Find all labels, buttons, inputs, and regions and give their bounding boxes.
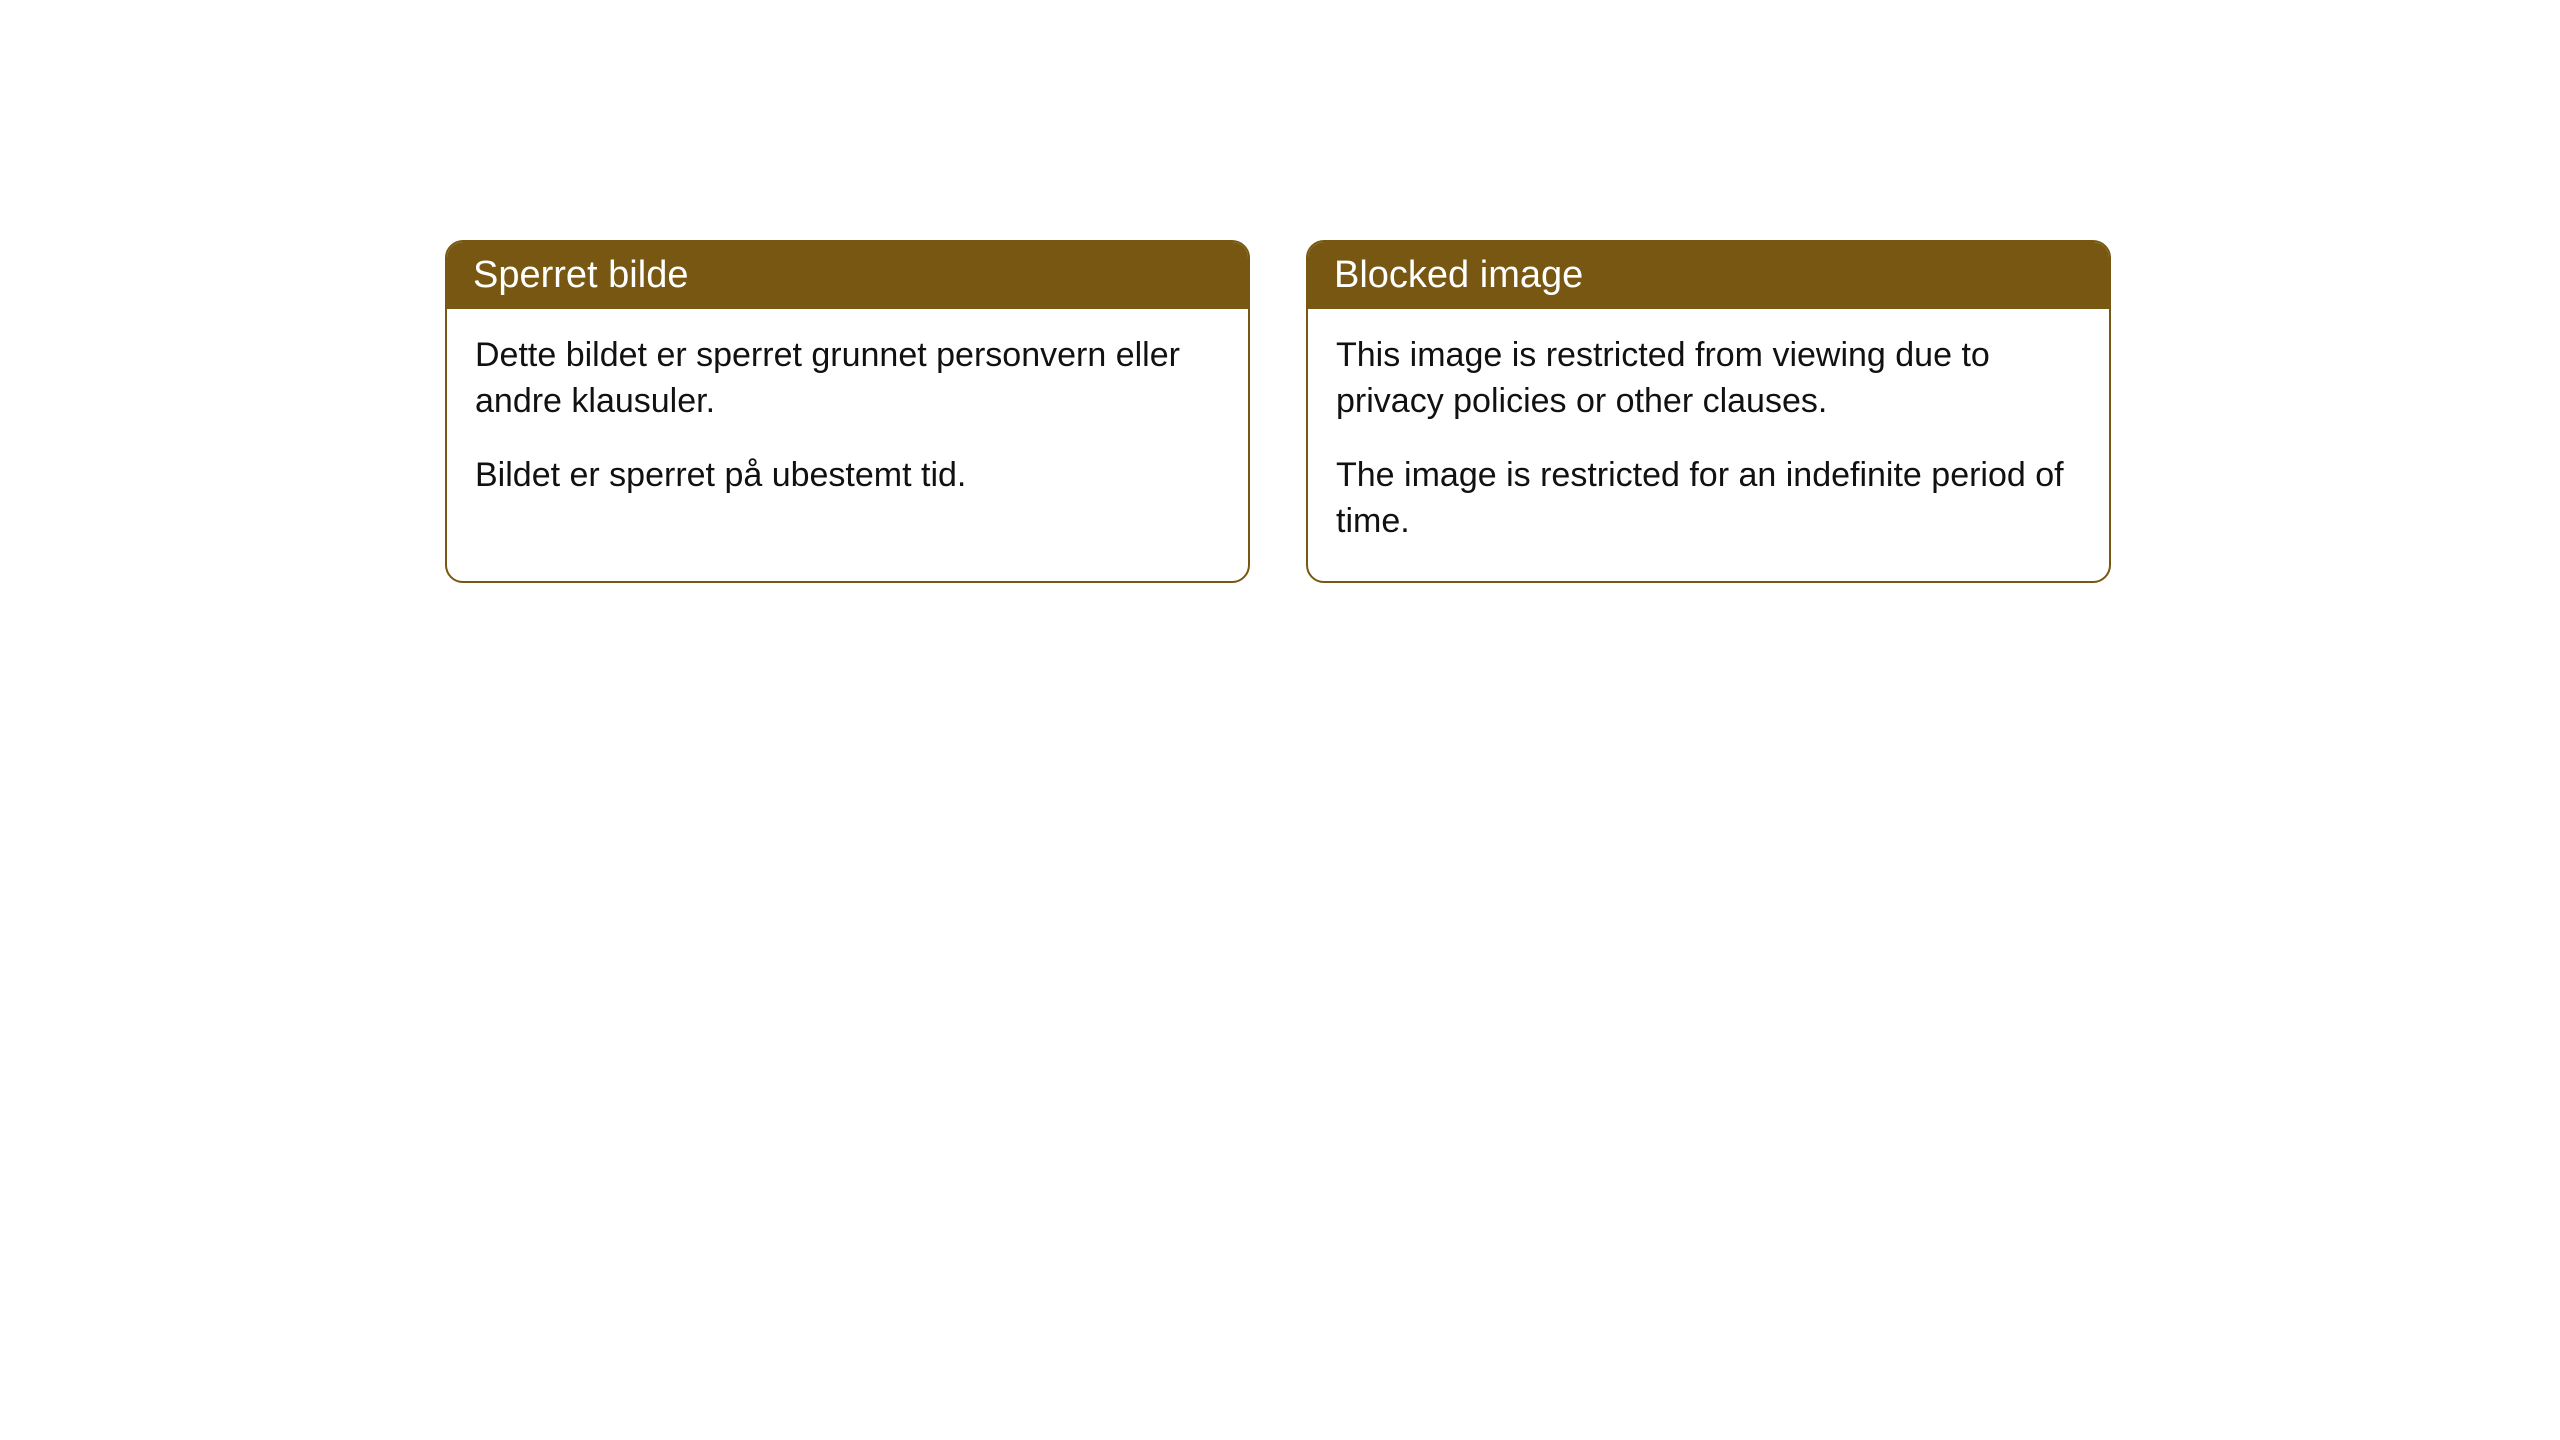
card-paragraph: The image is restricted for an indefinit… — [1336, 453, 2081, 545]
card-paragraph: Bildet er sperret på ubestemt tid. — [475, 453, 1220, 499]
card-body: This image is restricted from viewing du… — [1308, 309, 2109, 581]
card-title: Sperret bilde — [473, 254, 688, 296]
card-title: Blocked image — [1334, 254, 1583, 296]
notice-card-english: Blocked image This image is restricted f… — [1306, 240, 2111, 583]
notice-card-norwegian: Sperret bilde Dette bildet er sperret gr… — [445, 240, 1250, 583]
card-paragraph: This image is restricted from viewing du… — [1336, 333, 2081, 425]
card-body: Dette bildet er sperret grunnet personve… — [447, 309, 1248, 535]
card-paragraph: Dette bildet er sperret grunnet personve… — [475, 333, 1220, 425]
notice-cards-container: Sperret bilde Dette bildet er sperret gr… — [445, 240, 2560, 583]
card-header: Blocked image — [1308, 242, 2109, 309]
card-header: Sperret bilde — [447, 242, 1248, 309]
